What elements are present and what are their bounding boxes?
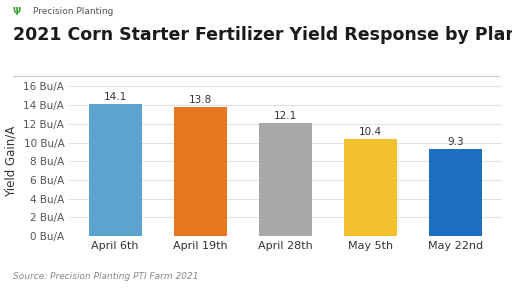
Bar bbox=[344, 139, 397, 236]
Text: Ψ: Ψ bbox=[13, 7, 21, 17]
Text: 13.8: 13.8 bbox=[189, 95, 212, 105]
Bar bbox=[259, 123, 312, 236]
Text: 10.4: 10.4 bbox=[359, 127, 382, 137]
Bar bbox=[174, 107, 227, 236]
Text: Precision Planting: Precision Planting bbox=[33, 7, 114, 16]
Text: 14.1: 14.1 bbox=[103, 92, 127, 102]
Text: 2021 Corn Starter Fertilizer Yield Response by Planting Date: 2021 Corn Starter Fertilizer Yield Respo… bbox=[13, 26, 512, 44]
Y-axis label: Yield Gain/A: Yield Gain/A bbox=[5, 126, 18, 197]
Text: 12.1: 12.1 bbox=[274, 111, 297, 121]
Text: Source: Precision Planting PTI Farm 2021: Source: Precision Planting PTI Farm 2021 bbox=[13, 272, 198, 281]
Bar bbox=[430, 149, 482, 236]
Text: 9.3: 9.3 bbox=[447, 137, 464, 147]
Bar bbox=[89, 104, 141, 236]
